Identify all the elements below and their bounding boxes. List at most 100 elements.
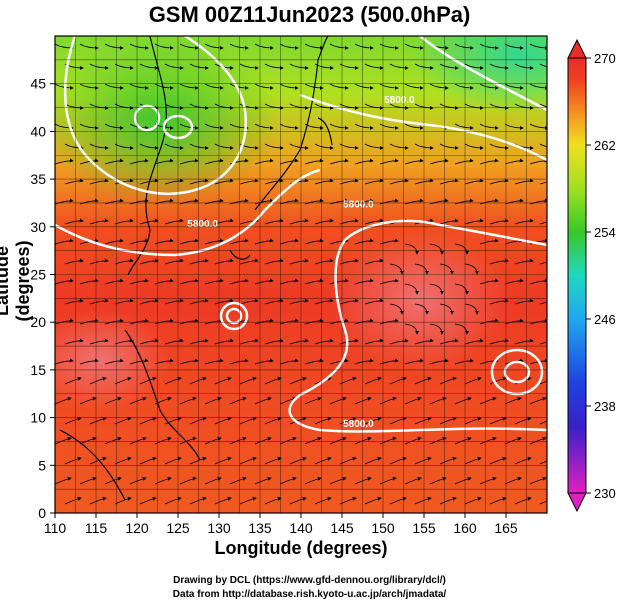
streamline (354, 238, 374, 245)
x-tick-label: 120 (125, 520, 149, 536)
streamline (454, 198, 474, 205)
streamline (139, 416, 157, 425)
streamline (429, 83, 449, 90)
streamline (539, 221, 547, 225)
chart-title: GSM 00Z11Jun2023 (500.0hPa) (148, 2, 471, 27)
streamline (504, 198, 524, 205)
streamline (514, 298, 534, 305)
streamline (504, 158, 524, 165)
streamline (464, 63, 484, 70)
streamline (279, 158, 299, 165)
streamline (489, 178, 509, 185)
streamline (304, 318, 324, 325)
streamline (479, 278, 499, 285)
streamline (489, 258, 509, 265)
streamline (529, 476, 547, 485)
streamline (454, 123, 474, 130)
streamline (239, 103, 259, 110)
colorbar-scale (567, 57, 587, 494)
streamline (129, 83, 149, 90)
x-tick-label: 155 (412, 520, 436, 536)
streamline (55, 198, 74, 205)
streamline (529, 396, 547, 405)
streamline (314, 456, 332, 465)
contour-line (63, 36, 248, 195)
streamline (214, 376, 232, 385)
streamline (514, 258, 534, 265)
streamline (189, 103, 209, 110)
streamline (279, 358, 299, 365)
streamline (414, 338, 434, 345)
streamline (79, 396, 97, 405)
streamline (129, 436, 147, 445)
streamline (439, 376, 457, 385)
streamline (514, 178, 534, 185)
streamline (329, 436, 347, 445)
streamline (429, 283, 444, 295)
y-tick-label: 35 (30, 171, 46, 187)
contour-line (133, 104, 161, 132)
streamline (314, 143, 334, 150)
streamline (214, 178, 234, 185)
streamline (104, 238, 124, 245)
streamline (264, 143, 284, 150)
streamline (214, 416, 232, 425)
streamline (504, 436, 522, 445)
streamline (64, 178, 84, 185)
streamline (314, 258, 334, 265)
streamline (64, 258, 84, 265)
streamline (279, 238, 299, 245)
streamline (539, 63, 547, 68)
contour-line (219, 301, 249, 331)
streamline (204, 238, 224, 245)
streamline (114, 63, 134, 70)
streamline (304, 158, 324, 165)
streamline (179, 158, 199, 165)
contour-label: 5800.0 (384, 95, 415, 106)
streamline (139, 338, 159, 345)
streamline (164, 218, 184, 225)
streamline (379, 318, 399, 325)
streamline (329, 238, 349, 245)
streamline (89, 298, 109, 305)
streamline (164, 143, 184, 150)
contour-line (503, 360, 531, 384)
streamline (464, 218, 484, 225)
streamline (504, 318, 524, 325)
streamline (264, 456, 282, 465)
streamline (179, 436, 197, 445)
streamline (404, 243, 419, 255)
streamline (189, 416, 207, 425)
streamline (479, 43, 499, 50)
streamline (179, 396, 197, 405)
streamline (129, 396, 147, 405)
streamline (539, 380, 547, 385)
streamline (364, 103, 384, 110)
colorbar-tick-label: 254 (594, 225, 616, 240)
streamline (139, 496, 157, 505)
x-tick-label: 125 (166, 520, 190, 536)
streamline (154, 476, 172, 485)
streamline (464, 416, 482, 425)
streamline (539, 500, 547, 505)
streamline (55, 396, 72, 405)
y-tick-label: 15 (30, 362, 46, 378)
streamline (429, 396, 447, 405)
streamline (139, 218, 159, 225)
streamline (339, 63, 359, 70)
streamline (55, 436, 72, 445)
streamline (364, 376, 382, 385)
streamline (189, 63, 209, 70)
streamline (114, 298, 134, 305)
streamline (539, 460, 547, 465)
streamline (429, 358, 449, 365)
colorbar-tick-label: 262 (594, 138, 616, 153)
streamline (529, 198, 547, 205)
streamline (489, 376, 507, 385)
streamline (64, 496, 82, 505)
streamline (164, 416, 182, 425)
streamline (314, 338, 334, 345)
x-tick-label: 145 (330, 520, 354, 536)
y-tick-label: 40 (30, 123, 46, 139)
streamline (239, 376, 257, 385)
